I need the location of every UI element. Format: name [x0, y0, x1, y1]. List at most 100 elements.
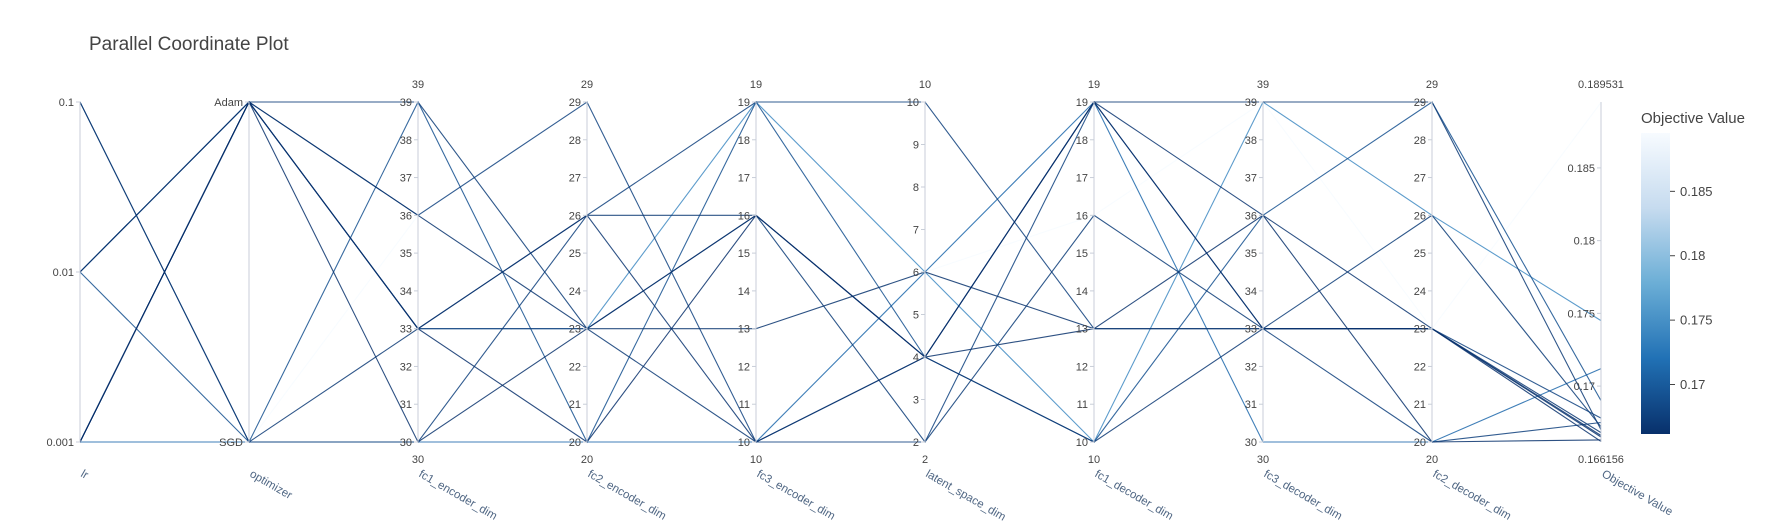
- axis-range-min-label: 2: [922, 454, 928, 466]
- axis-tick-label: 36: [400, 210, 412, 222]
- trial-line: [80, 101, 1602, 443]
- axis-range-max-label: 29: [1426, 79, 1438, 91]
- axis-tick-label: 4: [913, 352, 919, 364]
- axis-tick-label: 29: [1414, 97, 1426, 109]
- axis-tick-label: 22: [1414, 361, 1426, 373]
- trial-line: [79, 101, 1602, 443]
- axis-title: fc3_decoder_dim: [1262, 468, 1344, 523]
- axis-tick-label: 20: [1414, 437, 1426, 449]
- trial-line: [79, 101, 1602, 443]
- axis-tick-label: 34: [1245, 286, 1257, 298]
- axis-title: latent_space_dim: [924, 468, 1008, 523]
- trial-line: [79, 100, 1602, 443]
- axis-title: fc2_decoder_dim: [1431, 468, 1513, 523]
- axis-range-max-label: 39: [412, 79, 424, 91]
- axis-tick-label: 0.185: [1567, 163, 1595, 175]
- axis-tick-label: 39: [1245, 97, 1257, 109]
- axis-tick-label: 17: [1076, 173, 1088, 185]
- axis-tick-label: 27: [1414, 173, 1426, 185]
- axis-tick-label: 17: [738, 173, 750, 185]
- trial-line: [79, 100, 1602, 443]
- trial-line: [79, 101, 1602, 438]
- trial-line: [79, 101, 1602, 443]
- trial-line: [79, 100, 1602, 444]
- axis-title: fc1_decoder_dim: [1093, 468, 1175, 523]
- axis-tick-label: 38: [400, 135, 412, 147]
- axis-optimizer[interactable]: SGD Adam optimizer: [214, 97, 294, 502]
- axis-tick-label: 26: [1414, 210, 1426, 222]
- axis-tick-label: 8: [913, 182, 919, 194]
- axis-tick-label: 0.17: [1574, 381, 1595, 393]
- colorbar-title: Objective Value: [1641, 110, 1745, 127]
- axis-tick-label: 7: [913, 225, 919, 237]
- axis-tick-label: 0.001: [46, 437, 74, 449]
- axis-tick-label: 24: [569, 286, 581, 298]
- axis-range-max-label: 19: [1088, 79, 1100, 91]
- colorbar-gradient: [1641, 133, 1670, 434]
- axis-tick-label: 33: [1245, 324, 1257, 336]
- axis-tick-label: 25: [1414, 248, 1426, 260]
- axis-tick-label: 10: [1076, 437, 1088, 449]
- axis-tick-label: 21: [569, 399, 581, 411]
- axis-tick-label: 37: [400, 173, 412, 185]
- axis-lr[interactable]: 0.001 0.01 0.1 lr: [46, 97, 90, 482]
- axis-tick-label: 26: [569, 210, 581, 222]
- axis-tick-label: 10: [738, 437, 750, 449]
- axis-tick-label: 23: [1414, 324, 1426, 336]
- axis-tick-label: 27: [569, 173, 581, 185]
- axis-tick-label: 12: [1076, 361, 1088, 373]
- colorbar: Objective Value 0.17 0.175 0.18 0.185: [1641, 110, 1745, 434]
- axis-tick-label: 28: [569, 135, 581, 147]
- axis-tick-label: 11: [739, 399, 750, 411]
- axis-tick-label: 22: [569, 361, 581, 373]
- axis-tick-label: 0.175: [1567, 308, 1595, 320]
- axis-tick-label: 18: [1076, 135, 1088, 147]
- axis-tick-label: 25: [569, 248, 581, 260]
- axis-tick-label: 23: [569, 324, 581, 336]
- trial-line: [79, 100, 1602, 443]
- axis-tick-label: 35: [1245, 248, 1257, 260]
- axis-tick-label: 32: [400, 361, 412, 373]
- axis-tick-label: 30: [400, 437, 412, 449]
- axis-range-min-label: 30: [1257, 454, 1269, 466]
- axis-tick-label: 28: [1414, 135, 1426, 147]
- axis-tick-label: 20: [569, 437, 581, 449]
- trial-lines: [79, 100, 1602, 444]
- axis-range-min-label: 10: [1088, 454, 1100, 466]
- axis-tick-label: 19: [1076, 97, 1088, 109]
- axis-range-max-label: 10: [919, 79, 931, 91]
- axis-tick-label: 19: [738, 97, 750, 109]
- axis-tick-label: 14: [1076, 286, 1088, 298]
- axis-range-min-label: 20: [581, 454, 593, 466]
- axis-tick-label: 29: [569, 97, 581, 109]
- axis-tick-label: 33: [400, 324, 412, 336]
- colorbar-tick-label: 0.17: [1680, 377, 1705, 392]
- axis-tick-label: 37: [1245, 173, 1257, 185]
- trial-line: [79, 101, 1602, 443]
- trial-line: [79, 100, 1602, 443]
- trial-line: [79, 101, 1602, 443]
- axis-tick-label: Adam: [214, 97, 243, 109]
- axis-tick-label: 10: [907, 97, 919, 109]
- axes: 0.0010.010.1lrSGDAdamoptimizer3031323334…: [46, 79, 1674, 524]
- axis-tick-label: 16: [738, 210, 750, 222]
- axis-range-max-label: 0.189531: [1578, 79, 1624, 91]
- axis-range-min-label: 0.166156: [1578, 454, 1624, 466]
- axis-tick-label: 15: [1076, 248, 1088, 260]
- axis-tick-label: 5: [913, 310, 919, 322]
- axis-tick-label: 14: [738, 286, 750, 298]
- axis-tick-label: 11: [1077, 399, 1088, 411]
- axis-title: fc3_encoder_dim: [755, 468, 837, 523]
- axis-tick-label: 34: [400, 286, 412, 298]
- axis-tick-label: 9: [913, 140, 919, 152]
- axis-tick-label: 16: [1076, 210, 1088, 222]
- axis-tick-label: 36: [1245, 210, 1257, 222]
- colorbar-tick-label: 0.175: [1680, 313, 1713, 328]
- trial-line: [80, 101, 1602, 443]
